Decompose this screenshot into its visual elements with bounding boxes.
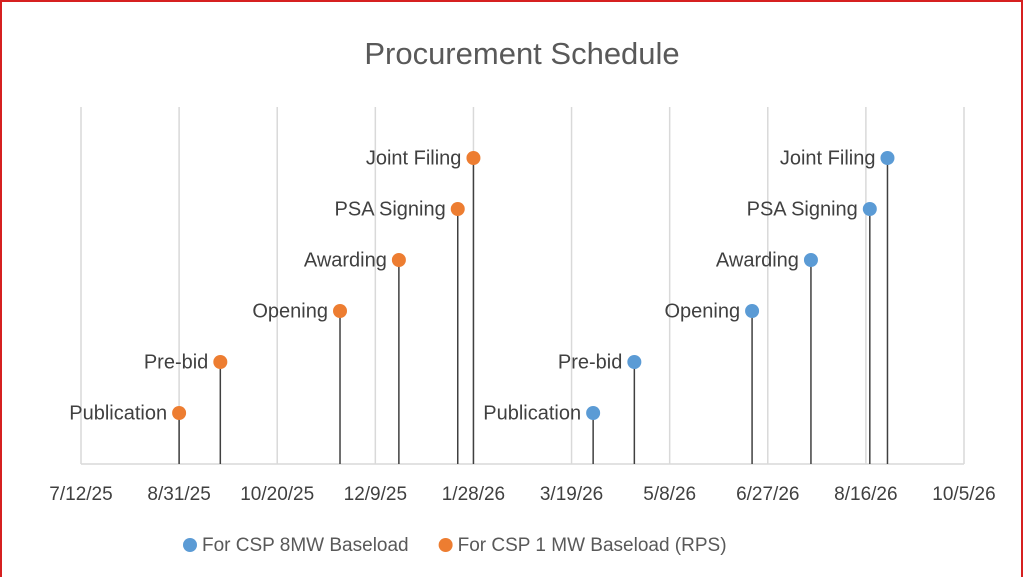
point — [391, 253, 406, 267]
x-tick-label: 12/9/25 — [344, 484, 407, 505]
x-tick-label: 1/28/26 — [442, 484, 505, 505]
point-label: Awarding — [304, 249, 387, 271]
point-label: Opening — [252, 300, 328, 322]
point-label: Pre-bid — [558, 351, 622, 373]
legend-label: For CSP 1 MW Baseload (RPS) — [458, 535, 727, 556]
point-label: Pre-bid — [144, 351, 208, 373]
point — [745, 304, 760, 318]
point-label: Publication — [69, 402, 167, 424]
legend-marker — [183, 538, 197, 552]
chart-title: Procurement Schedule — [364, 36, 679, 71]
point-label: Publication — [483, 402, 581, 424]
point-label: Joint Filing — [366, 147, 462, 169]
point — [803, 253, 818, 267]
point-label: PSA Signing — [335, 198, 446, 220]
point-label: PSA Signing — [747, 198, 858, 220]
x-tick-label: 5/8/26 — [643, 484, 696, 505]
point-label: Joint Filing — [780, 147, 876, 169]
point — [213, 355, 228, 369]
x-tick-label: 7/12/25 — [49, 484, 112, 505]
point — [333, 304, 348, 318]
x-tick-label: 6/27/26 — [736, 484, 799, 505]
point — [862, 202, 877, 216]
point — [172, 406, 187, 420]
legend-marker — [438, 538, 453, 552]
point — [586, 406, 601, 420]
point — [627, 355, 642, 369]
x-tick-label: 3/19/26 — [540, 484, 603, 505]
point-label: Opening — [664, 300, 740, 322]
legend-label: For CSP 8MW Baseload — [202, 535, 409, 556]
point-label: Awarding — [716, 249, 799, 271]
point — [450, 202, 465, 216]
x-tick-label: 10/5/26 — [932, 484, 995, 505]
x-tick-label: 8/31/25 — [147, 484, 210, 505]
point — [466, 151, 481, 165]
point — [880, 151, 895, 165]
x-tick-label: 10/20/25 — [240, 484, 314, 505]
x-tick-label: 8/16/26 — [834, 484, 897, 505]
